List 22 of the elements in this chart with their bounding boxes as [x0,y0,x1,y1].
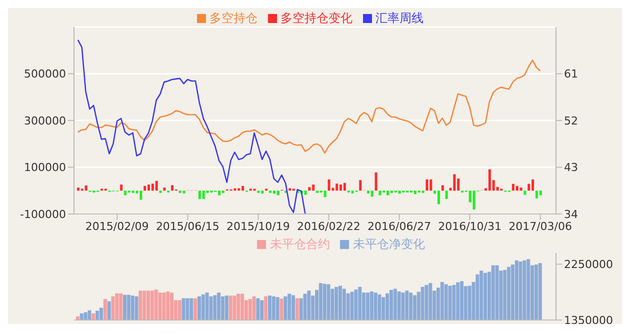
y2-tick-label: 61 [564,68,578,81]
x-tick-label: 2017/03/06 [508,220,572,233]
y2-tick-label: 34 [564,208,578,221]
legend-label: 多空持仓 [210,11,258,25]
legend-label: 多空持仓变化 [280,11,352,25]
x-tick-label: 2016/10/31 [438,220,502,233]
y-tick-label: 1350000 [564,314,613,327]
y-tick-label: 500000 [24,68,66,81]
x-tick-label: 2015/06/15 [156,220,220,233]
x-tick-label: 2016/06/27 [368,220,431,233]
x-tick-label: 2015/02/09 [85,220,149,233]
legend-label: 未平仓合约 [270,237,330,251]
legend-label: 汇率周线 [376,11,424,25]
y2-tick-label: 43 [564,161,578,174]
legend-label: 未平仓净变化 [353,237,425,251]
x-tick-label: 2016/02/22 [297,220,360,233]
y-tick-label: 300000 [24,114,66,128]
y-tick-label: 100000 [24,161,66,174]
y-tick-label: -100000 [20,208,66,221]
y2-tick-label: 52 [564,114,578,128]
y-tick-label: 2250000 [564,258,613,272]
x-tick-label: 2015/10/19 [226,220,290,233]
